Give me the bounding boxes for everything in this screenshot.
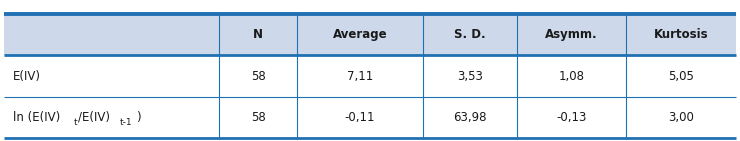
Text: 5,05: 5,05 bbox=[668, 70, 694, 83]
Text: ln (E(IV): ln (E(IV) bbox=[13, 111, 60, 124]
Bar bbox=[4, 55, 736, 97]
Text: E(IV): E(IV) bbox=[13, 70, 41, 83]
Text: 1,08: 1,08 bbox=[559, 70, 585, 83]
Text: 7,11: 7,11 bbox=[347, 70, 373, 83]
Text: 58: 58 bbox=[251, 111, 266, 124]
Text: Asymm.: Asymm. bbox=[545, 28, 598, 41]
Text: t: t bbox=[73, 118, 77, 127]
Text: Kurtosis: Kurtosis bbox=[654, 28, 709, 41]
Text: -0,11: -0,11 bbox=[345, 111, 375, 124]
Text: 3,00: 3,00 bbox=[668, 111, 694, 124]
Text: /E(IV): /E(IV) bbox=[78, 111, 110, 124]
Text: -0,13: -0,13 bbox=[556, 111, 587, 124]
Text: 63,98: 63,98 bbox=[453, 111, 486, 124]
Text: N: N bbox=[253, 28, 263, 41]
Text: 58: 58 bbox=[251, 70, 266, 83]
Bar bbox=[4, 97, 736, 138]
Text: ): ) bbox=[136, 111, 141, 124]
Text: S. D.: S. D. bbox=[454, 28, 485, 41]
Text: Average: Average bbox=[332, 28, 387, 41]
Text: 3,53: 3,53 bbox=[457, 70, 482, 83]
Text: t-1: t-1 bbox=[120, 118, 132, 127]
Bar bbox=[4, 14, 736, 55]
